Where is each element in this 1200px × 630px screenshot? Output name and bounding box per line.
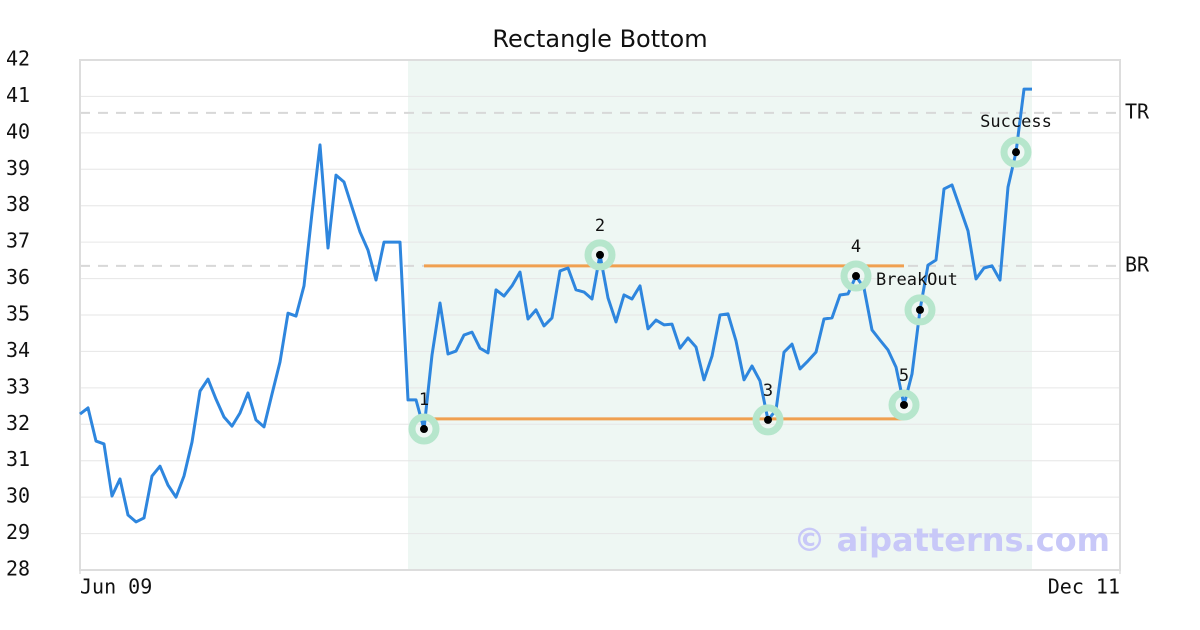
y-tick-label: 29	[6, 520, 30, 544]
y-tick-label: 41	[6, 83, 30, 107]
y-tick-label: 28	[6, 557, 30, 581]
reference-label: BR	[1125, 252, 1150, 276]
marker-halo	[408, 413, 440, 445]
y-tick-label: 38	[6, 192, 30, 216]
price-line	[79, 87, 1032, 524]
annotation-label: Success	[980, 112, 1052, 132]
y-tick-label: 34	[6, 338, 30, 362]
y-tick-label: 32	[6, 411, 30, 435]
y-tick-label: 40	[6, 119, 30, 143]
y-tick-label: 30	[6, 484, 30, 508]
y-tick-label: 36	[6, 265, 30, 289]
y-tick-label: 31	[6, 447, 30, 471]
marker-dot	[852, 272, 860, 281]
marker-dot	[420, 425, 428, 434]
annotation-label: 5	[899, 366, 909, 386]
y-tick-label: 39	[6, 156, 30, 180]
x-tick-label: Dec 11	[1048, 575, 1120, 599]
marker-dot	[900, 400, 908, 409]
marker-halo	[840, 260, 872, 292]
marker-dot	[916, 305, 924, 314]
watermark: © aipatterns.com	[793, 521, 1110, 559]
marker-dot	[596, 250, 604, 259]
reference-label: TR	[1125, 99, 1150, 123]
y-tick-label: 35	[6, 302, 30, 326]
annotation-label: 1	[419, 390, 429, 410]
marker-halo	[1000, 136, 1032, 168]
chart-title: Rectangle Bottom	[492, 25, 707, 53]
marker-halo	[888, 389, 920, 421]
x-tick-label: Jun 09	[80, 575, 152, 599]
annotation-label: 2	[595, 216, 605, 236]
marker-halo	[752, 404, 784, 436]
annotation-label: 4	[851, 237, 861, 257]
marker-dot	[1012, 148, 1020, 157]
plot-border	[79, 59, 1121, 571]
marker-dot	[764, 415, 772, 424]
y-tick-label: 33	[6, 374, 30, 398]
y-tick-label: 37	[6, 229, 30, 253]
y-tick-label: 42	[6, 47, 30, 71]
annotation-label: BreakOut	[876, 270, 958, 290]
marker-halo	[904, 294, 936, 326]
annotation-label: 3	[763, 381, 773, 401]
marker-halo	[584, 239, 616, 271]
